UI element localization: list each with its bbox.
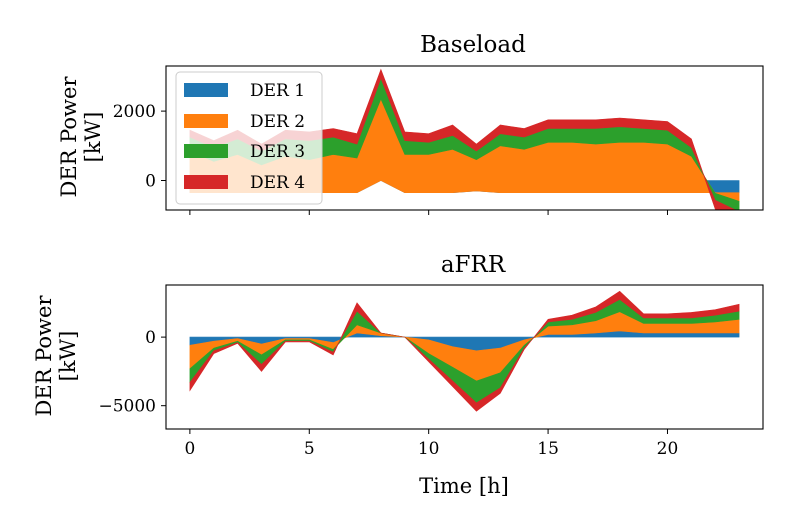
- legend-label-der1: DER 1: [250, 81, 305, 101]
- chart-afrr-xtick-label: 20: [657, 439, 679, 459]
- chart-afrr-xtick-label: 5: [304, 439, 315, 459]
- chart-afrr-frame: [165, 284, 764, 430]
- chart-afrr-ylabel: DER Power [kW]: [32, 295, 80, 417]
- legend-label-der2: DER 2: [250, 112, 305, 132]
- legend-swatch-der3: [184, 144, 228, 158]
- chart-afrr-areas: [189, 290, 740, 412]
- chart-baseload-area-der4: [189, 68, 737, 210]
- chart-baseload-title: Baseload: [420, 32, 526, 58]
- chart-baseload-ytick-label: 2000: [113, 102, 156, 122]
- chart-baseload-legend: DER 1 DER 2 DER 3 DER 4: [175, 71, 323, 205]
- chart-afrr-xlabel: Time [h]: [419, 474, 509, 498]
- chart-afrr-ylabel-line1: DER Power: [32, 295, 56, 417]
- legend-swatch-der4: [184, 175, 228, 189]
- chart-baseload-frame: [165, 65, 764, 211]
- chart-afrr-ytick-label: 0: [145, 328, 156, 348]
- legend-item-der4: DER 4: [184, 173, 305, 193]
- chart-afrr-ylabel-line2: [kW]: [56, 331, 80, 382]
- legend-swatch-der2: [184, 114, 228, 128]
- chart-baseload-ylabel: DER Power [kW]: [57, 76, 105, 198]
- chart-afrr: aFRR DER Power [kW] −5000 0 0 5 10 15 20 Time…: [32, 252, 764, 498]
- chart-baseload-ytick-label: 0: [145, 172, 156, 192]
- chart-afrr-xtick-label: 15: [537, 439, 559, 459]
- legend-item-der3: DER 3: [184, 142, 305, 162]
- legend-item-der1: DER 1: [184, 81, 305, 101]
- chart-baseload-ylabel-line1: DER Power: [57, 76, 81, 198]
- chart-baseload: Baseload DER Power [kW] 0 2000 DER 1 DER …: [57, 32, 764, 215]
- chart-baseload-areas: [189, 68, 740, 210]
- chart-afrr-xtick-label: 0: [184, 439, 195, 459]
- chart-afrr-xticks: 0 5 10 15 20: [184, 429, 678, 459]
- chart-afrr-area-der4: [189, 290, 740, 412]
- chart-afrr-yticks: −5000 0: [98, 328, 166, 417]
- chart-afrr-ytick-label: −5000: [98, 397, 156, 417]
- legend-swatch-der1: [184, 83, 228, 97]
- chart-baseload-yticks: 0 2000: [113, 102, 166, 192]
- chart-afrr-title: aFRR: [441, 252, 506, 278]
- legend-box: [175, 71, 323, 205]
- legend-label-der3: DER 3: [250, 142, 305, 162]
- legend-label-der4: DER 4: [250, 173, 305, 193]
- chart-afrr-xtick-label: 10: [418, 439, 440, 459]
- chart-baseload-ylabel-line2: [kW]: [81, 112, 105, 163]
- legend-item-der2: DER 2: [184, 112, 305, 132]
- chart-baseload-xticks: [189, 210, 668, 215]
